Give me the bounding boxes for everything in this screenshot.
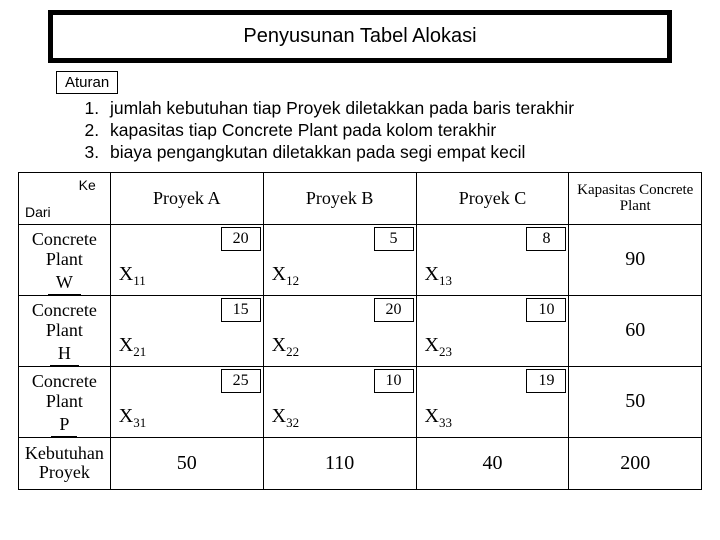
row-label: Concrete Plant W: [19, 224, 111, 295]
decision-var: X12: [272, 263, 299, 289]
row-label-code: W: [48, 272, 81, 295]
table-header-row: Ke Dari Proyek A Proyek B Proyek C Kapas…: [19, 172, 702, 224]
cost-box: 15: [221, 298, 261, 322]
decision-var: X21: [119, 334, 146, 360]
row-label-code: H: [50, 343, 79, 366]
decision-var: X33: [425, 405, 452, 431]
alloc-cell: 15 X21: [110, 295, 263, 366]
cost-box: 10: [526, 298, 566, 322]
table-row: Concrete Plant W 20 X11 5 X12 8 X13 90: [19, 224, 702, 295]
header-col: Proyek C: [416, 172, 569, 224]
alloc-cell: 8 X13: [416, 224, 569, 295]
alloc-cell: 5 X12: [263, 224, 416, 295]
header-col: Proyek B: [263, 172, 416, 224]
demand-cell: 50: [110, 437, 263, 489]
rule-item: jumlah kebutuhan tiap Proyek diletakkan …: [104, 98, 702, 120]
row-label-code: P: [51, 414, 77, 437]
cost-box: 20: [221, 227, 261, 251]
page: Penyusunan Tabel Alokasi Aturan jumlah k…: [0, 0, 720, 540]
demand-row: Kebutuhan Proyek 50 110 40 200: [19, 437, 702, 489]
table-row: Concrete Plant P 25 X31 10 X32 19 X33 50: [19, 366, 702, 437]
demand-total: 200: [569, 437, 702, 489]
capacity-cell: 60: [569, 295, 702, 366]
alloc-cell: 25 X31: [110, 366, 263, 437]
decision-var: X23: [425, 334, 452, 360]
allocation-table: Ke Dari Proyek A Proyek B Proyek C Kapas…: [18, 172, 702, 490]
row-label: Concrete Plant H: [19, 295, 111, 366]
capacity-cell: 50: [569, 366, 702, 437]
decision-var: X11: [119, 263, 146, 289]
page-title: Penyusunan Tabel Alokasi: [48, 10, 672, 63]
demand-label: Kebutuhan Proyek: [19, 437, 111, 489]
row-label-top: Concrete Plant: [19, 225, 110, 270]
header-dari-ke: Ke Dari: [19, 172, 111, 224]
demand-cell: 110: [263, 437, 416, 489]
demand-cell: 40: [416, 437, 569, 489]
cost-box: 10: [374, 369, 414, 393]
header-dari-label: Dari: [25, 204, 51, 220]
table-row: Concrete Plant H 15 X21 20 X22 10 X23 60: [19, 295, 702, 366]
row-label-top: Concrete Plant: [19, 367, 110, 412]
rules-heading: Aturan: [56, 71, 118, 94]
decision-var: X32: [272, 405, 299, 431]
alloc-cell: 19 X33: [416, 366, 569, 437]
rules-list: jumlah kebutuhan tiap Proyek diletakkan …: [104, 98, 702, 164]
header-col: Proyek A: [110, 172, 263, 224]
alloc-cell: 20 X22: [263, 295, 416, 366]
alloc-cell: 20 X11: [110, 224, 263, 295]
capacity-cell: 90: [569, 224, 702, 295]
decision-var: X13: [425, 263, 452, 289]
row-label-top: Concrete Plant: [19, 296, 110, 341]
header-ke-label: Ke: [79, 177, 96, 193]
rules-section: Aturan jumlah kebutuhan tiap Proyek dile…: [56, 71, 702, 164]
alloc-cell: 10 X32: [263, 366, 416, 437]
cost-box: 20: [374, 298, 414, 322]
decision-var: X31: [119, 405, 146, 431]
decision-var: X22: [272, 334, 299, 360]
cost-box: 25: [221, 369, 261, 393]
rule-item: biaya pengangkutan diletakkan pada segi …: [104, 142, 702, 164]
cost-box: 5: [374, 227, 414, 251]
cost-box: 8: [526, 227, 566, 251]
alloc-cell: 10 X23: [416, 295, 569, 366]
rule-item: kapasitas tiap Concrete Plant pada kolom…: [104, 120, 702, 142]
cost-box: 19: [526, 369, 566, 393]
row-label: Concrete Plant P: [19, 366, 111, 437]
header-capacity: Kapasitas Concrete Plant: [569, 172, 702, 224]
